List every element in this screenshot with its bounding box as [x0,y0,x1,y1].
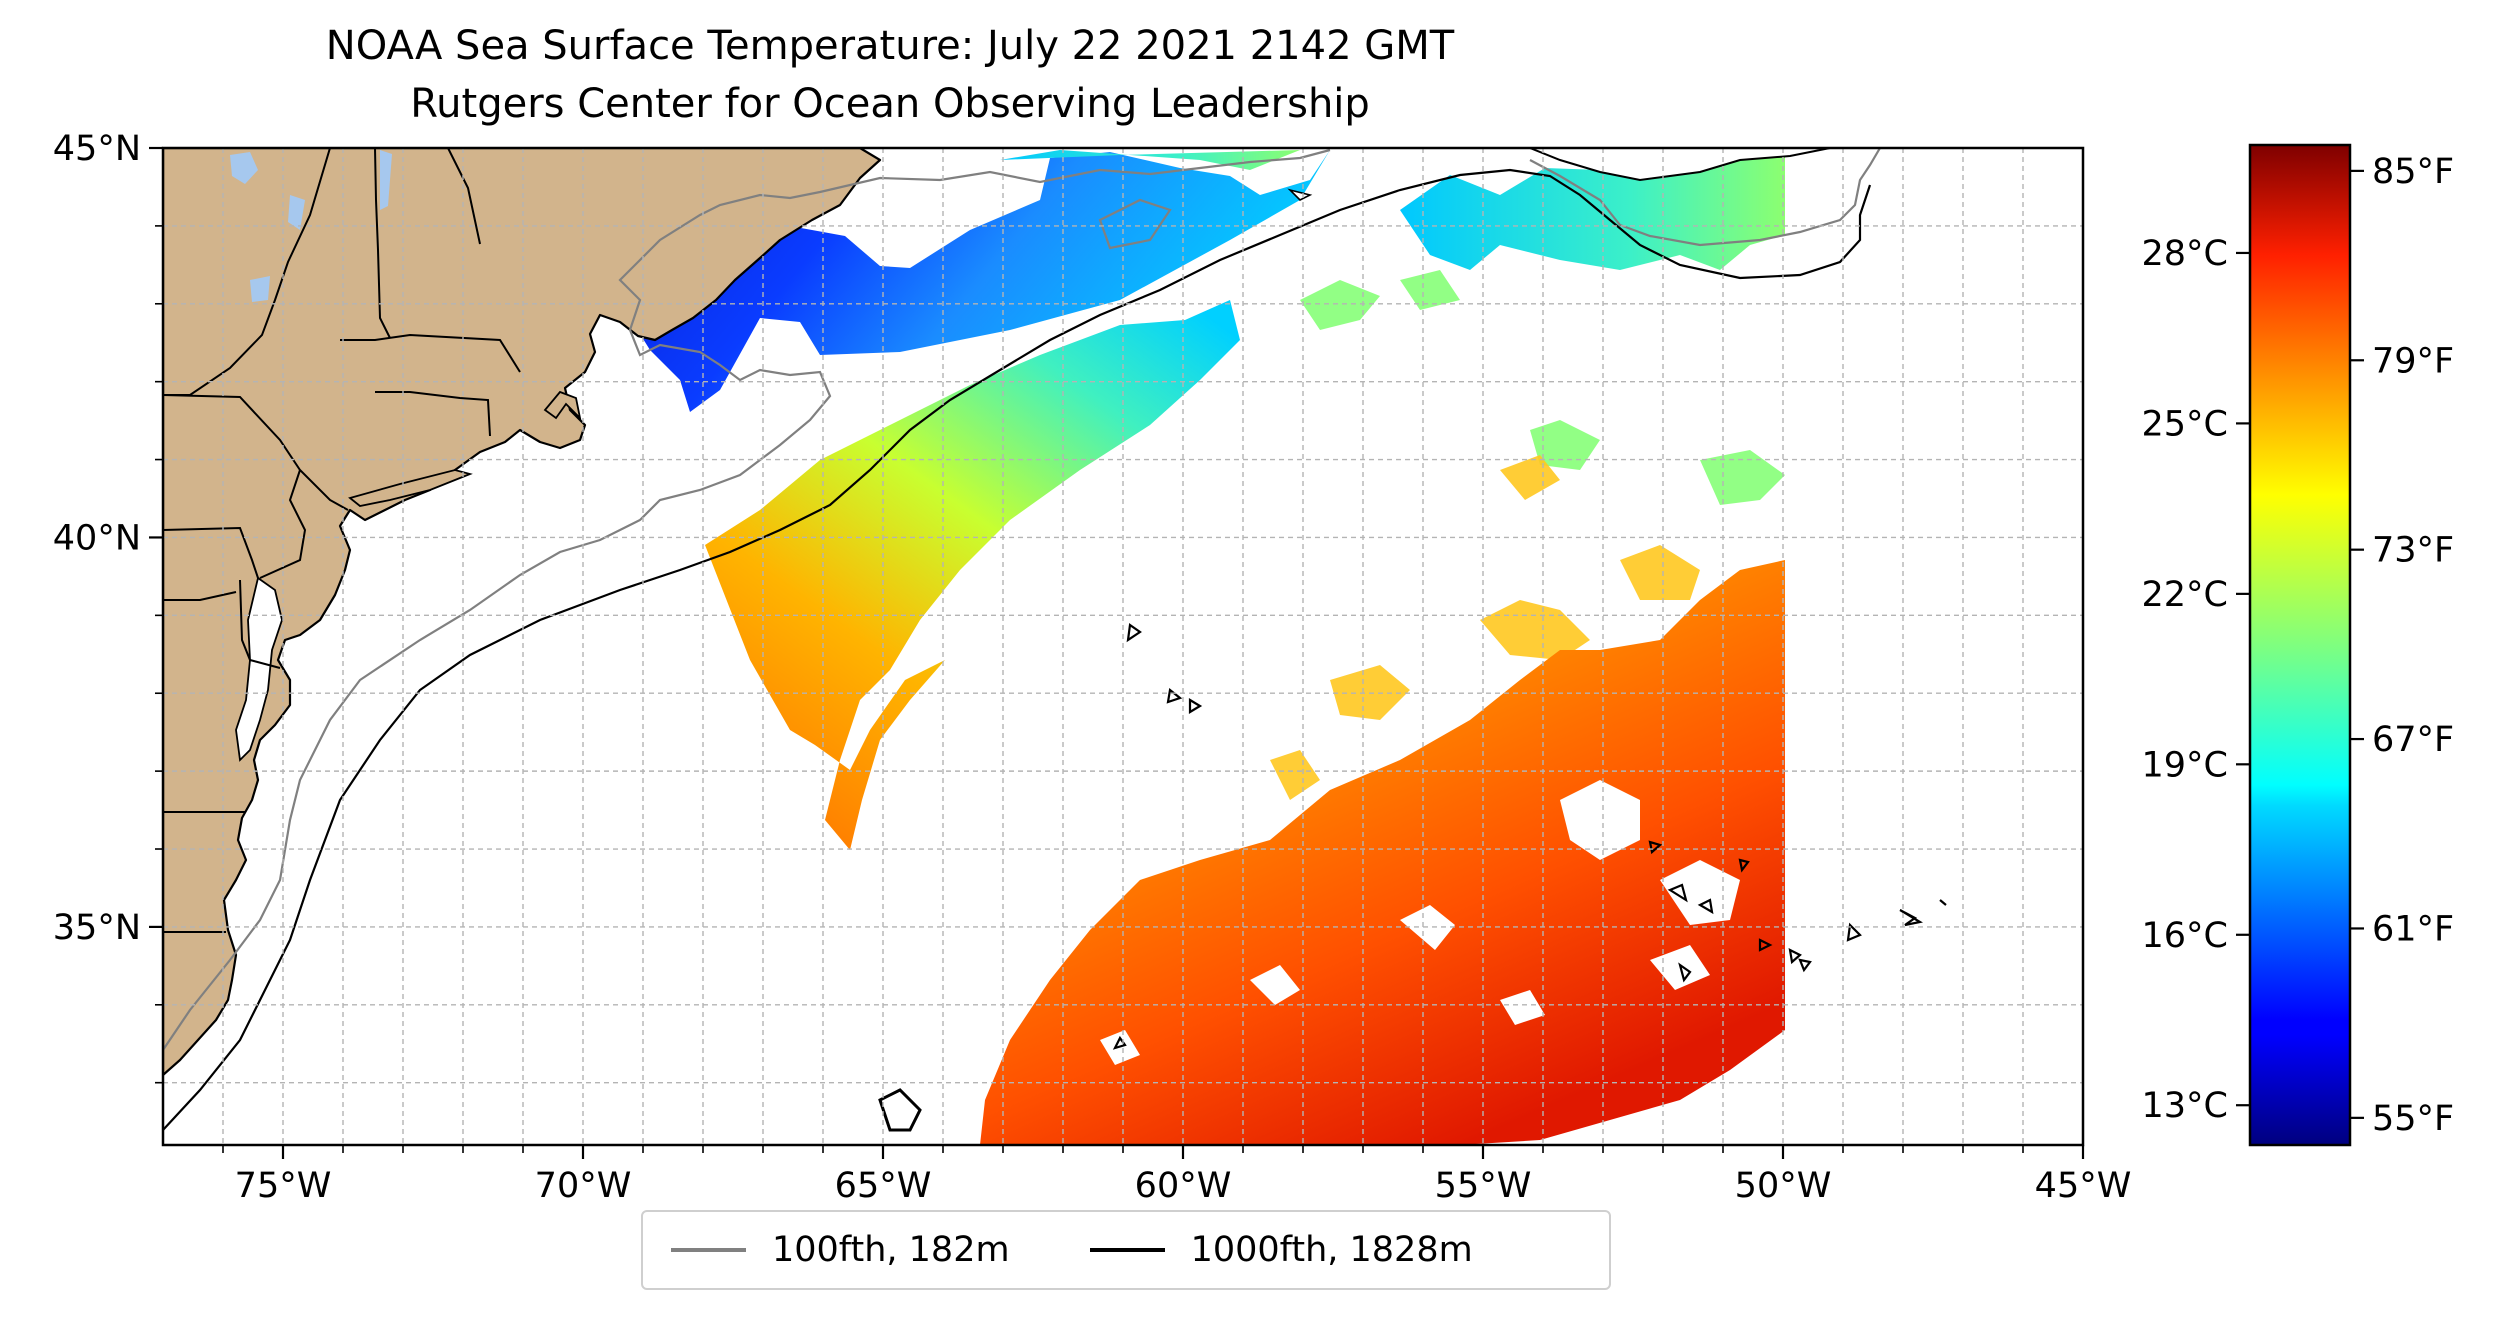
celsius-tick-label: 16°C [2142,916,2228,956]
isobath-100fth [163,148,1881,1051]
lon-tick-label: 45°W [2035,1166,2132,1206]
colorbar-gradient [2248,143,2352,1147]
legend-entry-1000fth: 1000fth, 1828m [1089,1230,1473,1270]
sst-patch-shelf-swath [705,300,1240,850]
legend-label-1000fth: 1000fth, 1828m [1190,1230,1473,1270]
sst-patch-mid-ocean [1270,455,1700,800]
legend-swatch-1000fth [1089,1248,1165,1252]
celsius-tick-label: 25°C [2142,404,2228,444]
fahrenheit-tick-label: 67°F [2372,720,2454,760]
long-island [348,469,473,507]
sst-patch-grand-banks [1400,148,1785,270]
lon-tick-label: 75°W [235,1166,332,1206]
colorbar-ticks: 28°C 25°C 22°C 19°C 16°C 13°C 85°F 79°F 73°F 67°F… [2142,152,2455,1139]
legend-entry-100fth: 100fth, 182m [671,1230,1010,1270]
lon-tick-label: 55°W [1435,1166,1532,1206]
isobath-legend: 100fth, 182m 1000fth, 1828m [641,1210,1611,1290]
sst-patch-clouds [1100,780,1740,1065]
fahrenheit-tick-label: 85°F [2372,152,2454,192]
lat-tick-label: 40°N [53,518,141,558]
fahrenheit-tick-label: 61°F [2372,909,2454,949]
celsius-tick-label: 22°C [2142,575,2228,615]
lat-tick-label: 45°N [53,129,141,169]
lon-tick-label: 65°W [835,1166,932,1206]
map-area [163,148,2083,1145]
cape-cod [543,390,582,421]
fahrenheit-tick-label: 73°F [2372,531,2454,571]
colorbar: 28°C 25°C 22°C 19°C 16°C 13°C 85°F 79°F 73°F 67°F… [2142,143,2455,1147]
celsius-tick-label: 28°C [2142,234,2228,274]
celsius-tick-label: 13°C [2142,1086,2228,1126]
sst-patch-gulf-of-maine [625,150,1330,412]
sable-island [1287,188,1313,201]
legend-swatch-100fth [671,1248,746,1252]
isobath-1000fth [163,168,1947,1132]
map-axis-ticks: 75°W 70°W 65°W 60°W 55°W 50°W 45°W 45°N 40°N 35°N [53,129,2132,1206]
figure-subtitle: Rutgers Center for Ocean Observing Leade… [410,81,1370,127]
celsius-tick-label: 19°C [2142,745,2228,785]
state-borders [163,148,521,933]
lon-tick-label: 70°W [535,1166,632,1206]
land-mass [163,148,882,1077]
fahrenheit-tick-label: 79°F [2372,341,2454,381]
figure-title: NOAA Sea Surface Temperature: July 22 20… [325,23,1455,69]
lon-tick-label: 60°W [1135,1166,1232,1206]
sst-patch-warm-sargasso [980,560,1785,1145]
newfoundland-coast [1529,148,1831,182]
fahrenheit-tick-label: 55°F [2372,1099,2454,1139]
map-gridlines [163,148,2083,1145]
lakes [230,150,392,302]
legend-label-100fth: 100fth, 182m [772,1230,1010,1270]
lat-tick-label: 35°N [53,908,141,948]
lon-tick-label: 50°W [1735,1166,1832,1206]
